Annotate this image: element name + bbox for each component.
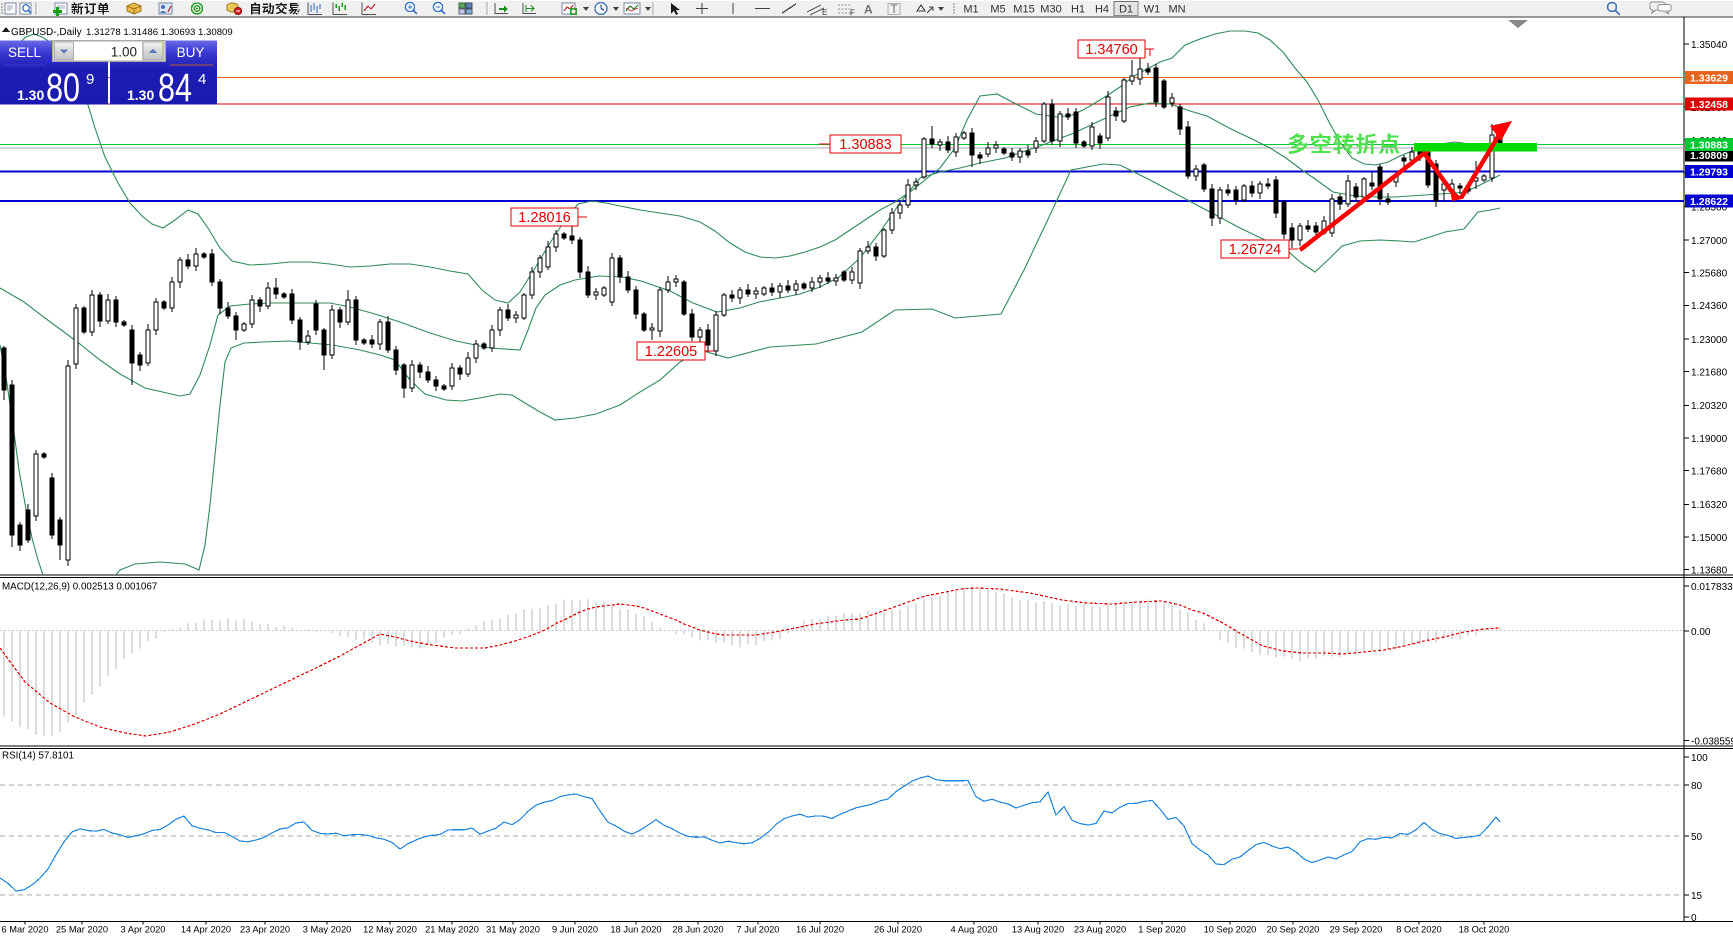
svg-text:13 Aug 2020: 13 Aug 2020 bbox=[1012, 924, 1064, 934]
svg-text:1.33629: 1.33629 bbox=[1690, 72, 1728, 84]
svg-text:50: 50 bbox=[1691, 832, 1703, 843]
svg-text:1.27000: 1.27000 bbox=[1691, 236, 1728, 247]
svg-text:1.15000: 1.15000 bbox=[1691, 533, 1728, 544]
svg-text:6 Mar 2020: 6 Mar 2020 bbox=[1, 924, 48, 934]
svg-text:7 Jul 2020: 7 Jul 2020 bbox=[737, 924, 780, 934]
svg-text:BUY: BUY bbox=[177, 45, 205, 60]
svg-text:SELL: SELL bbox=[8, 45, 42, 60]
svg-text:1.22605: 1.22605 bbox=[645, 344, 697, 360]
svg-text:14 Apr 2020: 14 Apr 2020 bbox=[181, 924, 231, 934]
svg-text:1.30: 1.30 bbox=[127, 87, 154, 103]
svg-text:10 Sep 2020: 10 Sep 2020 bbox=[1204, 924, 1257, 934]
svg-text:0.00: 0.00 bbox=[1691, 627, 1711, 638]
svg-text:W1: W1 bbox=[1144, 4, 1161, 16]
svg-text:A: A bbox=[864, 3, 873, 17]
svg-text:1.35040: 1.35040 bbox=[1691, 40, 1728, 51]
svg-text:RSI(14) 57.8101: RSI(14) 57.8101 bbox=[2, 751, 74, 762]
svg-text:3 Apr 2020: 3 Apr 2020 bbox=[121, 924, 166, 934]
svg-text:20 Sep 2020: 20 Sep 2020 bbox=[1267, 924, 1320, 934]
svg-text:9 Jun 2020: 9 Jun 2020 bbox=[552, 924, 598, 934]
svg-text:1.30809: 1.30809 bbox=[1690, 150, 1728, 162]
svg-text:84: 84 bbox=[158, 66, 192, 110]
svg-text:H1: H1 bbox=[1071, 4, 1085, 16]
svg-text:1.13680: 1.13680 bbox=[1691, 566, 1728, 577]
svg-text:100: 100 bbox=[1691, 753, 1708, 764]
svg-text:1.00: 1.00 bbox=[111, 45, 137, 60]
svg-text:1.20320: 1.20320 bbox=[1691, 401, 1728, 412]
svg-text:M30: M30 bbox=[1040, 4, 1061, 16]
svg-text:1.30883: 1.30883 bbox=[1690, 139, 1728, 151]
svg-text:1.31278 1.31486 1.30693 1.3080: 1.31278 1.31486 1.30693 1.30809 bbox=[86, 27, 233, 38]
svg-text:0.017833: 0.017833 bbox=[1691, 582, 1733, 593]
svg-text:1.32458: 1.32458 bbox=[1690, 99, 1728, 111]
svg-text:23 Apr 2020: 23 Apr 2020 bbox=[240, 924, 290, 934]
svg-text:M5: M5 bbox=[990, 4, 1005, 16]
svg-text:1.19000: 1.19000 bbox=[1691, 434, 1728, 445]
svg-text:1.23000: 1.23000 bbox=[1691, 335, 1728, 346]
svg-text:D1: D1 bbox=[1119, 4, 1133, 16]
svg-text:18 Oct 2020: 18 Oct 2020 bbox=[1459, 924, 1510, 934]
svg-text:MN: MN bbox=[1168, 4, 1185, 16]
svg-text:3 May 2020: 3 May 2020 bbox=[303, 924, 352, 934]
svg-text:1.21680: 1.21680 bbox=[1691, 368, 1728, 379]
svg-text:M15: M15 bbox=[1013, 4, 1034, 16]
svg-text:T: T bbox=[891, 4, 898, 16]
svg-text:F: F bbox=[850, 9, 855, 18]
svg-text:1.34760: 1.34760 bbox=[1085, 42, 1137, 58]
svg-text:1.26724: 1.26724 bbox=[1229, 242, 1281, 258]
svg-text:26 Jul 2020: 26 Jul 2020 bbox=[874, 924, 922, 934]
svg-text:4 Aug 2020: 4 Aug 2020 bbox=[950, 924, 997, 934]
svg-text:-0.038559: -0.038559 bbox=[1691, 736, 1733, 747]
svg-text:1.28622: 1.28622 bbox=[1690, 196, 1728, 208]
svg-text:28 Jun 2020: 28 Jun 2020 bbox=[672, 924, 723, 934]
svg-text:29 Sep 2020: 29 Sep 2020 bbox=[1330, 924, 1383, 934]
svg-text:GBPUSD-,Daily: GBPUSD-,Daily bbox=[11, 27, 82, 38]
svg-text:1.24360: 1.24360 bbox=[1691, 301, 1728, 312]
svg-text:15: 15 bbox=[1691, 891, 1703, 902]
svg-text:80: 80 bbox=[46, 66, 80, 110]
svg-text:21 May 2020: 21 May 2020 bbox=[425, 924, 479, 934]
svg-text:12 May 2020: 12 May 2020 bbox=[363, 924, 417, 934]
svg-text:25 Mar 2020: 25 Mar 2020 bbox=[56, 924, 108, 934]
svg-text:1.16320: 1.16320 bbox=[1691, 500, 1728, 511]
svg-text:1.28016: 1.28016 bbox=[518, 210, 570, 226]
svg-text:16 Jul 2020: 16 Jul 2020 bbox=[796, 924, 844, 934]
svg-text:1 Sep 2020: 1 Sep 2020 bbox=[1138, 924, 1186, 934]
svg-text:1.30883: 1.30883 bbox=[839, 137, 891, 153]
svg-text:0: 0 bbox=[1691, 913, 1697, 924]
svg-text:MACD(12,26,9) 0.002513 0.00106: MACD(12,26,9) 0.002513 0.001067 bbox=[2, 582, 157, 593]
svg-text:4: 4 bbox=[198, 71, 206, 88]
svg-text:31 May 2020: 31 May 2020 bbox=[486, 924, 540, 934]
svg-text:9: 9 bbox=[86, 71, 94, 88]
svg-text:1.30: 1.30 bbox=[17, 87, 44, 103]
svg-text:23 Aug 2020: 23 Aug 2020 bbox=[1074, 924, 1126, 934]
svg-text:80: 80 bbox=[1691, 781, 1703, 792]
svg-text:8 Oct 2020: 8 Oct 2020 bbox=[1396, 924, 1441, 934]
svg-text:1.17680: 1.17680 bbox=[1691, 467, 1728, 478]
svg-text:18 Jun 2020: 18 Jun 2020 bbox=[610, 924, 661, 934]
svg-text:1.29793: 1.29793 bbox=[1690, 166, 1728, 178]
svg-text:H4: H4 bbox=[1095, 4, 1109, 16]
svg-text:M1: M1 bbox=[963, 4, 978, 16]
svg-text:E: E bbox=[822, 8, 827, 17]
svg-text:1.25680: 1.25680 bbox=[1691, 269, 1728, 280]
svg-text:1.28360: 1.28360 bbox=[1691, 202, 1728, 213]
